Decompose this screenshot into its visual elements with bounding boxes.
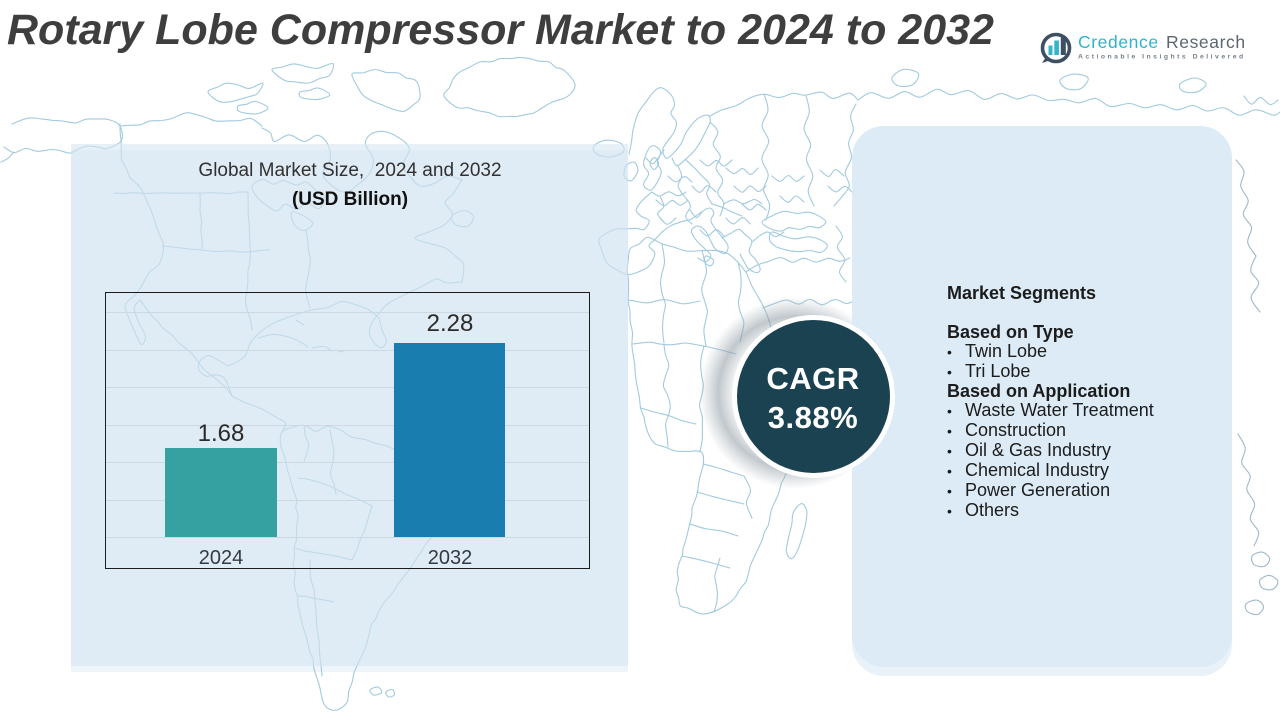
svg-text:Research: Research (1166, 32, 1246, 52)
svg-text:Actionable Insights Delivered: Actionable Insights Delivered (1078, 54, 1246, 61)
svg-text:Credence: Credence (1078, 32, 1159, 52)
